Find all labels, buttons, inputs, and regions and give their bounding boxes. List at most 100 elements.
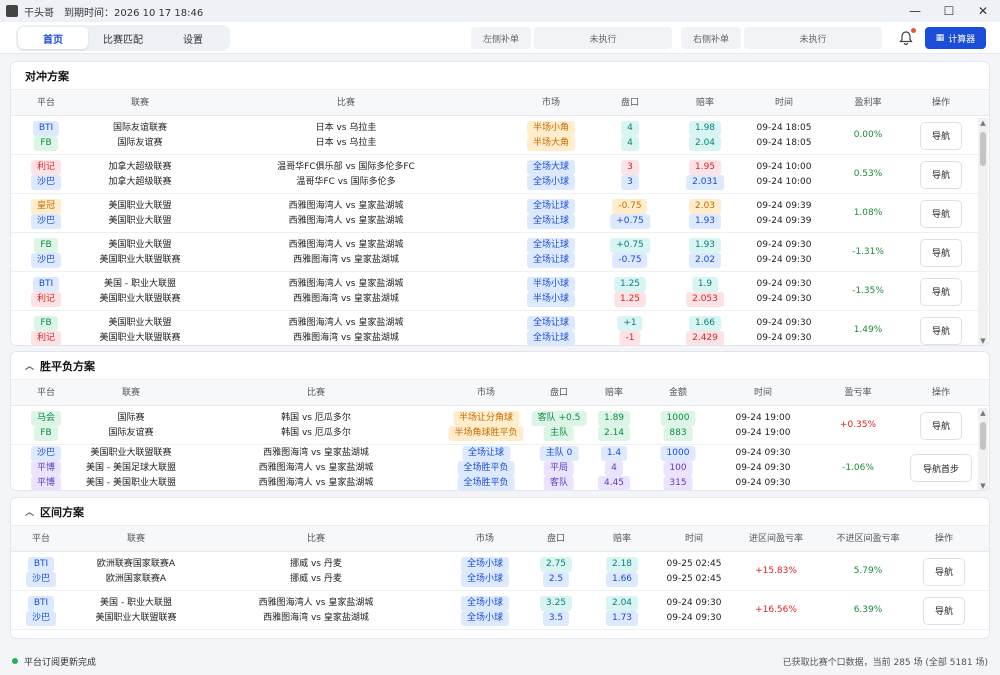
- p_in-value: +16.56%: [755, 605, 797, 615]
- match-value: 温哥华FC vs 国际多伦多: [296, 176, 396, 187]
- odds-value: 1.89: [597, 410, 631, 426]
- navigate-button[interactable]: 导航首步: [910, 454, 972, 482]
- table-row: 马会 FB 国际赛 国际友谊赛 韩国 vs 厄瓜多尔 韩国 vs 厄瓜多尔 半场让分角球 半场…: [11, 406, 989, 445]
- match-cell: 西雅图海湾人 vs 皇家盐湖城 西雅图海湾 vs 皇家盐湖城: [259, 591, 374, 630]
- scroll-thumb[interactable]: [980, 422, 986, 450]
- league-value: 美国职业大联盟: [108, 200, 172, 211]
- p_in-cell: +15.83%: [755, 552, 797, 591]
- time-cell: 09-24 09:30 09-24 09:30: [757, 233, 812, 272]
- line-value: 4: [621, 120, 639, 136]
- wdl-scrollbar[interactable]: ▲ ▼: [978, 408, 988, 490]
- odds-value: 2.429: [686, 330, 724, 345]
- navigate-button[interactable]: 导航: [923, 596, 965, 625]
- amount-value: 1000: [660, 445, 696, 461]
- scroll-down-icon[interactable]: ▼: [980, 482, 986, 490]
- odds-value: 1.98: [688, 120, 722, 136]
- league-value: 美国职业大联盟: [108, 317, 172, 328]
- amount-value: 315: [663, 475, 693, 490]
- time-value: 09-24 18:05: [756, 122, 812, 133]
- minimize-button[interactable]: —: [909, 4, 921, 18]
- navigate-button[interactable]: 导航: [920, 277, 962, 306]
- league-value: 欧洲联赛国家联赛A: [96, 558, 176, 569]
- close-button[interactable]: ✕: [977, 4, 989, 18]
- tab-match[interactable]: 比赛匹配: [103, 34, 143, 46]
- line-value: -0.75: [612, 198, 648, 214]
- navigate-button[interactable]: 导航: [920, 199, 962, 228]
- table-row: BTI 利记 美国 - 职业大联盟 美国职业大联盟联赛 西雅图海湾人 vs 皇家盐湖城西…: [11, 272, 989, 311]
- column-header: 操作: [931, 388, 951, 398]
- hedge-scrollbar[interactable]: ▲ ▼: [978, 118, 988, 345]
- league-cell: 美国职业大联盟 美国职业大联盟联赛: [99, 311, 180, 345]
- market-cell: 半场让分角球 半场角球胜平负: [448, 406, 524, 445]
- app-title: 干头哥: [24, 7, 54, 19]
- odds-cell: 2.03 1.93: [688, 194, 722, 233]
- league-cell: 美国职业大联盟 美国职业大联盟: [108, 194, 171, 233]
- time-value: 09-24 09:39: [756, 200, 812, 211]
- plat-value: FB: [34, 237, 58, 253]
- column-header: 联赛: [126, 534, 146, 544]
- plat-cell: FB 利记: [30, 311, 62, 345]
- odds-value: 4.45: [597, 475, 631, 490]
- match-value: 西雅图海湾人 vs 皇家盐湖城: [288, 278, 404, 289]
- market-value: 全场小球: [460, 595, 510, 611]
- line-value: 客队: [543, 475, 574, 490]
- navigate-button[interactable]: 导航: [920, 411, 962, 440]
- scroll-up-icon[interactable]: ▲: [980, 409, 986, 417]
- match-value: 西雅图海湾 vs 皇家盐湖城: [263, 612, 369, 623]
- scroll-up-icon[interactable]: ▲: [980, 119, 986, 127]
- line-value: 主队 0: [539, 445, 579, 461]
- market-value: 全场让球: [526, 198, 576, 214]
- time-value: 09-24 09:30: [756, 239, 812, 250]
- odds-cell: 1.95 2.031: [686, 155, 724, 194]
- profit-value: -1.31%: [852, 247, 884, 257]
- column-header: 比赛: [336, 98, 356, 108]
- wdl-table-body: 马会 FB 国际赛 国际友谊赛 韩国 vs 厄瓜多尔 韩国 vs 厄瓜多尔 半场让分角球 半场…: [11, 406, 989, 490]
- calculator-button[interactable]: ▦ 计算器: [925, 27, 986, 49]
- market-cell: 半场小球 半场小球: [526, 272, 576, 311]
- match-cell: 西雅图海湾 vs 皇家盐湖城 西雅图海湾人 vs 皇家盐湖城 西雅图海湾人 vs 皇…: [259, 445, 374, 490]
- plat-value: 沙巴: [25, 610, 57, 626]
- plat-value: BTI: [27, 595, 55, 611]
- time-value: 09-24 09:30: [756, 293, 812, 304]
- market-cell: 全场小球 全场小球: [460, 591, 510, 630]
- profit-value: 1.49%: [853, 325, 883, 335]
- column-header: 赔率: [612, 534, 632, 544]
- amount-value: 1000: [660, 410, 696, 426]
- odds-cell: 1.66 2.429: [686, 311, 724, 345]
- time-value: 09-24 09:30: [735, 447, 791, 458]
- line-cell: 主队 0 平局 客队: [539, 445, 579, 490]
- tab-home[interactable]: 首页: [18, 27, 88, 49]
- time-cell: 09-24 09:30 09-24 09:30 09-24 09:30: [736, 445, 791, 490]
- chevron-up-icon[interactable]: ︿: [25, 362, 35, 372]
- column-header: 平台: [31, 534, 51, 544]
- bell-icon[interactable]: [898, 28, 916, 46]
- navigate-button[interactable]: 导航: [920, 316, 962, 345]
- chevron-up-icon[interactable]: ︿: [25, 508, 35, 518]
- profit-value: 1.08%: [853, 208, 883, 218]
- line-cell: 客队 +0.5 主队: [531, 406, 587, 445]
- market-value: 全场让球: [526, 213, 576, 229]
- odds-value: 2.02: [688, 252, 722, 268]
- column-header: 比赛: [306, 388, 326, 398]
- market-value: 全场小球: [526, 174, 576, 190]
- match-cell: 日本 vs 乌拉圭 日本 vs 乌拉圭: [316, 116, 377, 155]
- odds-value: 2.04: [605, 595, 639, 611]
- scroll-down-icon[interactable]: ▼: [980, 337, 986, 345]
- plat-cell: BTI 沙巴: [25, 591, 57, 630]
- odds-cell: 2.18 1.66: [605, 552, 639, 591]
- maximize-button[interactable]: ☐: [943, 4, 955, 18]
- range-title: ︿ 区间方案: [11, 498, 989, 526]
- line-value: 客队 +0.5: [531, 410, 587, 426]
- navigate-button[interactable]: 导航: [920, 121, 962, 150]
- line-cell: -0.75 +0.75: [610, 194, 650, 233]
- scroll-thumb[interactable]: [980, 132, 986, 166]
- navigate-button[interactable]: 导航: [923, 557, 965, 586]
- tab-settings[interactable]: 设置: [183, 34, 203, 46]
- left-fill-select[interactable]: 未执行: [534, 27, 672, 49]
- right-fill-select[interactable]: 未执行: [744, 27, 882, 49]
- navigate-button[interactable]: 导航: [920, 160, 962, 189]
- match-value: 西雅图海湾 vs 皇家盐湖城: [293, 254, 399, 265]
- league-value: 美国 - 美国足球大联盟: [86, 462, 176, 473]
- plat-value: FB: [34, 315, 58, 331]
- navigate-button[interactable]: 导航: [920, 238, 962, 267]
